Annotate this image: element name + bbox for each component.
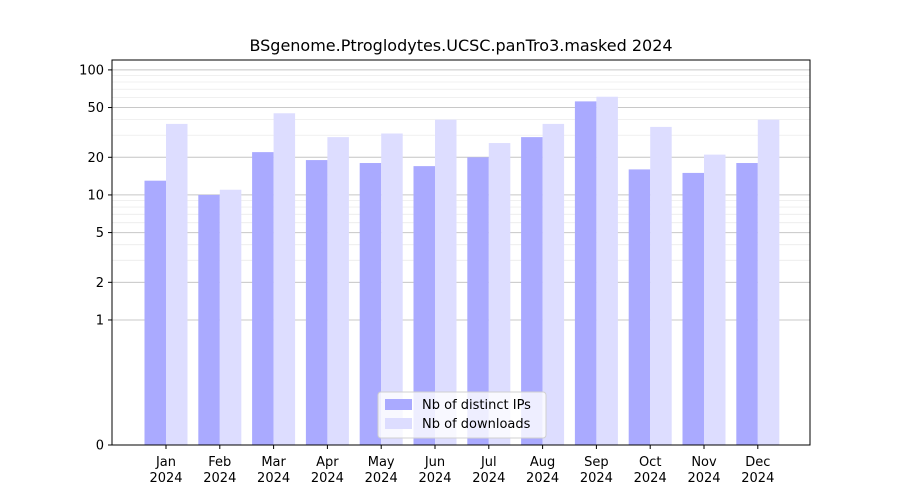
y-tick-label: 100: [79, 63, 104, 78]
bar-downloads: [488, 143, 511, 445]
y-tick-label: 1: [96, 313, 104, 328]
x-tick-label: Jul 2024: [472, 455, 505, 486]
legend: Nb of distinct IPs Nb of downloads: [377, 391, 547, 439]
bar-downloads: [650, 126, 672, 446]
x-tick-label: Sep 2024: [580, 455, 613, 486]
legend-box: [377, 391, 547, 439]
x-tick-label: Feb 2024: [203, 455, 236, 486]
bar-downloads: [542, 123, 565, 445]
legend-label: Nb of distinct IPs: [422, 398, 531, 413]
legend-label: Nb of downloads: [422, 417, 531, 432]
bar-downloads: [273, 113, 296, 445]
x-tick-label: Dec 2024: [741, 455, 774, 486]
x-tick-label: Apr 2024: [311, 455, 344, 486]
x-tick-label: Oct 2024: [634, 455, 667, 486]
bar-ips: [413, 166, 435, 445]
bar-ips: [736, 163, 758, 445]
chart-title: BSgenome.Ptroglodytes.UCSC.panTro3.maske…: [249, 36, 672, 55]
bar-downloads: [327, 137, 349, 445]
bar-ips: [574, 101, 597, 445]
bar-ips: [628, 169, 651, 445]
y-axis: 0 1 2 5 10 20 50 100: [79, 63, 112, 454]
y-tick-label: 5: [96, 226, 104, 241]
bar-ips: [252, 152, 274, 445]
bar-ips: [198, 194, 220, 445]
bar-ips: [521, 137, 543, 445]
bar-downloads: [166, 123, 188, 445]
bar-downloads: [757, 119, 780, 446]
legend-swatch: [385, 418, 412, 429]
bar-ips: [467, 157, 489, 445]
bar-downloads: [435, 119, 457, 446]
bars-layer: [144, 96, 780, 446]
bar-downloads: [704, 154, 726, 446]
x-tick-label: Jan 2024: [149, 455, 182, 486]
bar-ips: [305, 160, 328, 445]
bar-downloads: [596, 96, 618, 445]
x-tick-label: Mar 2024: [257, 455, 290, 486]
bar-ips: [682, 172, 704, 445]
y-tick-label: 2: [96, 276, 104, 291]
x-tick-label: Jun 2024: [418, 455, 451, 486]
x-tick-label: Nov 2024: [687, 455, 720, 486]
legend-swatch: [385, 399, 412, 410]
x-tick-label: May 2024: [365, 455, 398, 486]
plot-frame: [111, 59, 811, 446]
y-tick-label: 50: [87, 101, 104, 116]
bar-ips: [359, 163, 382, 445]
y-tick-label: 10: [87, 188, 104, 203]
bar-ips: [144, 180, 166, 445]
x-tick-label: Aug 2024: [526, 455, 559, 486]
y-tick-label: 0: [96, 439, 104, 454]
bar-downloads: [219, 189, 242, 445]
bar-downloads: [381, 133, 403, 445]
y-tick-label: 20: [87, 151, 104, 166]
x-axis: Jan 2024 Feb 2024 Mar 2024 Apr 2024 May 2024 Jun 20…: [149, 445, 774, 486]
